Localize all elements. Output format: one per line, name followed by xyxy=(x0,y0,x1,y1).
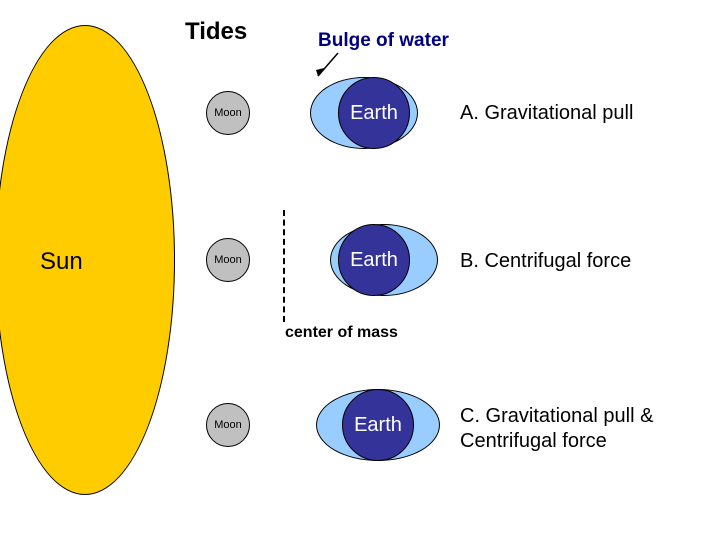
earth-b-label: Earth xyxy=(350,249,398,272)
earth-c: Earth xyxy=(342,389,414,461)
sun-ellipse xyxy=(0,25,175,495)
moon-b: Moon xyxy=(206,238,250,282)
desc-b: B. Centrifugal force xyxy=(460,250,631,273)
moon-c: Moon xyxy=(206,403,250,447)
desc-a: A. Gravitational pull xyxy=(460,102,633,125)
title: Tides xyxy=(185,18,247,46)
desc-c: C. Gravitational pull & Centrifugal forc… xyxy=(460,404,690,454)
moon-b-label: Moon xyxy=(214,254,242,266)
center-of-mass-line xyxy=(283,210,285,322)
moon-c-label: Moon xyxy=(214,419,242,431)
moon-a-label: Moon xyxy=(214,107,242,119)
earth-a: Earth xyxy=(338,77,410,149)
earth-b: Earth xyxy=(338,224,410,296)
earth-c-label: Earth xyxy=(354,414,402,437)
earth-a-label: Earth xyxy=(350,102,398,125)
sun-label: Sun xyxy=(40,248,83,276)
moon-a: Moon xyxy=(206,91,250,135)
center-of-mass-label: center of mass xyxy=(285,324,398,342)
